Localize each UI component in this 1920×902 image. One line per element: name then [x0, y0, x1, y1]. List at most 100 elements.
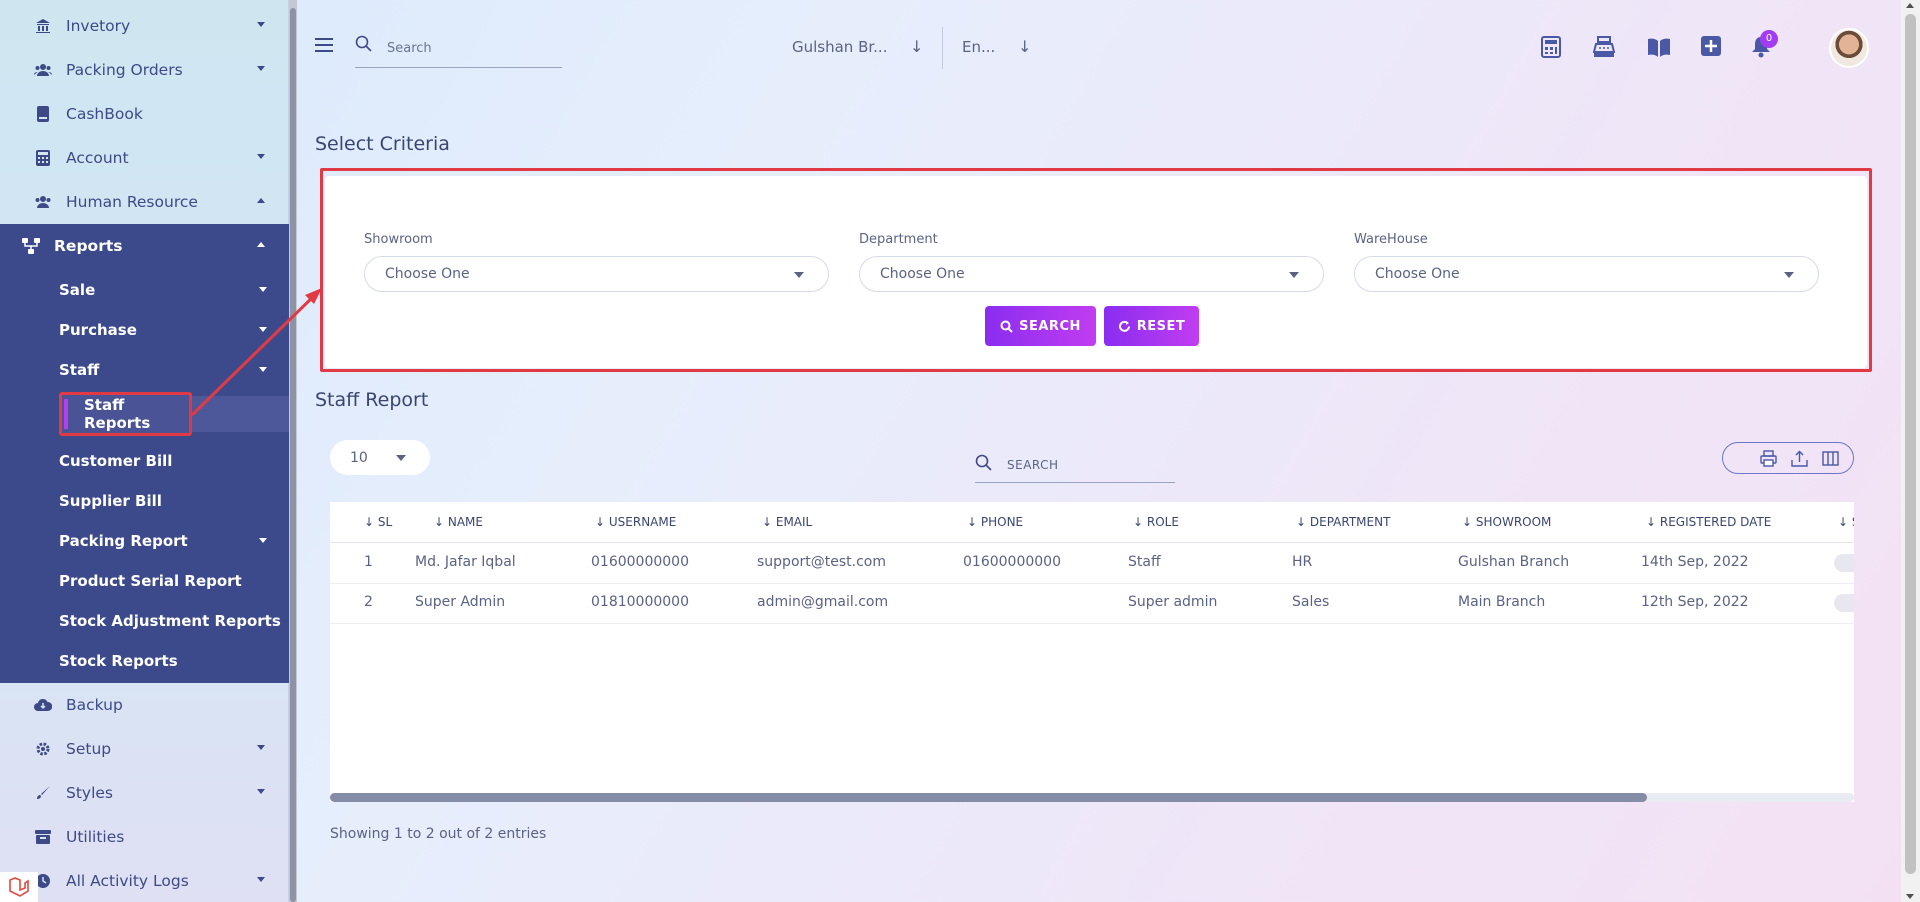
branch-selector[interactable]: Gulshan Br... — [792, 38, 888, 56]
column-header-username[interactable]: ↓ USERNAME — [595, 515, 677, 529]
reset-button[interactable]: RESET — [1104, 306, 1199, 346]
table-search-label: SEARCH — [1007, 457, 1059, 472]
sidebar-item-inventory[interactable]: Invetory — [0, 4, 289, 48]
open-book-icon[interactable] — [1647, 36, 1670, 58]
cell-showroom: Main Branch — [1458, 594, 1546, 610]
export-icon[interactable] — [1791, 450, 1808, 467]
cell-showroom: Gulshan Branch — [1458, 554, 1570, 570]
chevron-up-icon — [257, 242, 265, 247]
sidebar-item-label: Account — [66, 149, 129, 167]
sidebar-subitem-supplier-bill[interactable]: Supplier Bill — [0, 481, 289, 521]
sidebar-item-label: Human Resource — [66, 193, 198, 211]
column-header-department[interactable]: ↓ DEPARTMENT — [1296, 515, 1391, 529]
header-search[interactable]: Search — [355, 30, 562, 68]
sidebar-subitem-packing-report[interactable]: Packing Report — [0, 521, 289, 561]
sidebar-item-label: Setup — [66, 740, 112, 758]
column-header-email[interactable]: ↓ EMAIL — [762, 515, 813, 529]
showroom-select[interactable]: Choose One — [364, 256, 829, 292]
sidebar-subitem-label: Stock Adjustment Reports — [59, 612, 281, 630]
scroll-down-icon[interactable] — [1906, 894, 1914, 899]
column-header-name[interactable]: ↓ NAME — [434, 515, 483, 529]
calculator-icon[interactable] — [1541, 36, 1563, 58]
sidebar-scrollbar-thumb[interactable] — [290, 8, 296, 902]
chevron-down-icon — [794, 272, 804, 278]
add-square-icon[interactable] — [1701, 36, 1723, 58]
sidebar-item-label: Backup — [66, 696, 123, 714]
sidebar-subitem-stock-reports[interactable]: Stock Reports — [0, 641, 289, 681]
sidebar-subitem-label: Customer Bill — [59, 452, 173, 470]
header-search-placeholder: Search — [387, 41, 432, 56]
search-icon — [355, 35, 372, 52]
row-divider — [330, 623, 1854, 624]
column-header-showroom[interactable]: ↓ SHOWROOM — [1462, 515, 1552, 529]
column-header-phone[interactable]: ↓ PHONE — [967, 515, 1024, 529]
chevron-up-icon — [257, 198, 265, 203]
page-scrollbar-thumb[interactable] — [1905, 14, 1916, 874]
sidebar-item-cashbook[interactable]: CashBook — [0, 92, 289, 136]
sidebar-subitem-label: Staff Reports — [84, 396, 151, 432]
page-title: Select Criteria — [315, 133, 450, 155]
sidebar-subitem-staff[interactable]: Staff — [0, 350, 289, 390]
user-avatar[interactable] — [1829, 28, 1869, 68]
highlight-box — [320, 168, 1872, 372]
sidebar-item-human-resource[interactable]: Human Resource — [0, 180, 289, 224]
page-scrollbar[interactable] — [1901, 0, 1920, 902]
menu-toggle-icon[interactable] — [315, 38, 333, 52]
status-toggle[interactable] — [1834, 594, 1854, 612]
sidebar-scrollbar[interactable] — [289, 0, 297, 902]
cell-name: Super Admin — [415, 594, 506, 610]
cell-username: 01600000000 — [591, 554, 689, 570]
laravel-logo-icon[interactable] — [0, 872, 38, 902]
columns-icon[interactable] — [1822, 450, 1839, 467]
status-toggle[interactable] — [1834, 554, 1854, 572]
language-arrow-down-icon[interactable]: ↓ — [1018, 37, 1032, 56]
sidebar-item-styles[interactable]: Styles — [0, 771, 289, 815]
users-icon — [34, 193, 52, 211]
report-title: Staff Report — [315, 389, 429, 411]
warehouse-select[interactable]: Choose One — [1354, 256, 1819, 292]
staff-report-table: ↓ SL ↓ NAME ↓ USERNAME ↓ EMAIL ↓ PHONE ↓… — [330, 502, 1854, 802]
scroll-up-icon[interactable] — [1906, 3, 1914, 8]
language-selector[interactable]: En... — [962, 38, 996, 56]
chevron-down-icon — [1784, 272, 1794, 278]
department-select[interactable]: Choose One — [859, 256, 1324, 292]
sidebar-item-reports[interactable]: Reports — [0, 224, 289, 268]
search-button[interactable]: SEARCH — [985, 306, 1096, 346]
warehouse-label: WareHouse — [1354, 232, 1428, 247]
sidebar-item-utilities[interactable]: Utilities — [0, 815, 289, 859]
chevron-down-icon — [259, 367, 267, 372]
column-header-status[interactable]: ↓ S — [1838, 515, 1854, 529]
search-icon — [975, 454, 992, 471]
sidebar-subitem-product-serial-report[interactable]: Product Serial Report — [0, 561, 289, 601]
sidebar-subitem-label: Stock Reports — [59, 652, 178, 670]
sidebar-subitem-stock-adjustment-reports[interactable]: Stock Adjustment Reports — [0, 601, 289, 641]
column-header-registered-date[interactable]: ↓ REGISTERED DATE — [1646, 515, 1772, 529]
sidebar-subitem-sale[interactable]: Sale — [0, 270, 289, 310]
warehouse-select-value: Choose One — [1375, 266, 1460, 282]
sidebar-item-backup[interactable]: Backup — [0, 683, 289, 727]
sidebar-subitem-staff-reports[interactable]: Staff Reports — [59, 392, 192, 436]
sidebar-item-label: Invetory — [66, 17, 131, 35]
notification-count-badge: 0 — [1760, 30, 1778, 48]
refresh-icon — [1118, 320, 1130, 332]
page-size-select[interactable]: 10 — [330, 440, 430, 475]
table-scrollbar-thumb[interactable] — [330, 793, 1647, 802]
chevron-down-icon — [257, 66, 265, 71]
sidebar-item-all-activity-logs[interactable]: All Activity Logs — [0, 859, 289, 902]
cash-register-icon[interactable] — [1592, 36, 1616, 58]
column-header-sl[interactable]: ↓ SL — [364, 515, 393, 529]
gear-icon — [34, 740, 52, 758]
table-search-input[interactable]: SEARCH — [975, 447, 1175, 483]
sitemap-icon — [22, 237, 40, 255]
table-horizontal-scrollbar[interactable] — [330, 793, 1854, 802]
column-header-role[interactable]: ↓ ROLE — [1133, 515, 1179, 529]
print-icon[interactable] — [1760, 449, 1777, 467]
sidebar-subitem-customer-bill[interactable]: Customer Bill — [0, 441, 289, 481]
chevron-down-icon — [259, 287, 267, 292]
sidebar-item-account[interactable]: Account — [0, 136, 289, 180]
sidebar-subitem-label: Supplier Bill — [59, 492, 162, 510]
branch-arrow-down-icon[interactable]: ↓ — [910, 37, 924, 56]
sidebar-item-packing-orders[interactable]: Packing Orders — [0, 48, 289, 92]
sidebar-item-setup[interactable]: Setup — [0, 727, 289, 771]
sidebar-subitem-purchase[interactable]: Purchase — [0, 310, 289, 350]
